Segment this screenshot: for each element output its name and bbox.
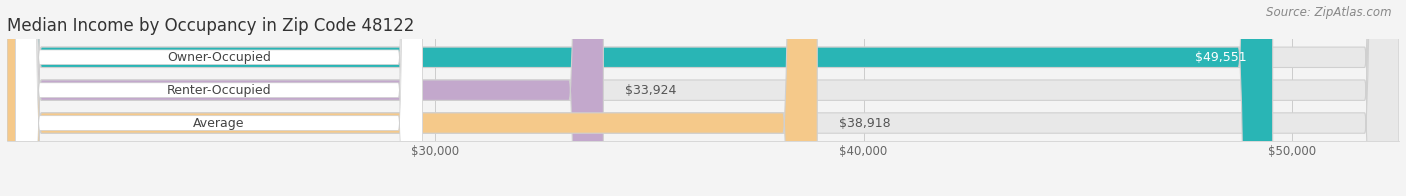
Text: Source: ZipAtlas.com: Source: ZipAtlas.com xyxy=(1267,6,1392,19)
FancyBboxPatch shape xyxy=(7,0,1272,196)
Text: Median Income by Occupancy in Zip Code 48122: Median Income by Occupancy in Zip Code 4… xyxy=(7,17,415,35)
FancyBboxPatch shape xyxy=(15,0,422,196)
FancyBboxPatch shape xyxy=(7,0,1399,196)
Text: Renter-Occupied: Renter-Occupied xyxy=(167,84,271,97)
FancyBboxPatch shape xyxy=(7,0,1399,196)
FancyBboxPatch shape xyxy=(7,0,817,196)
FancyBboxPatch shape xyxy=(7,0,603,196)
FancyBboxPatch shape xyxy=(7,0,1399,196)
FancyBboxPatch shape xyxy=(15,0,422,196)
Text: $38,918: $38,918 xyxy=(839,117,890,130)
Text: Average: Average xyxy=(193,117,245,130)
Text: Owner-Occupied: Owner-Occupied xyxy=(167,51,271,64)
FancyBboxPatch shape xyxy=(15,0,422,196)
Text: $49,551: $49,551 xyxy=(1195,51,1247,64)
Text: $33,924: $33,924 xyxy=(624,84,676,97)
